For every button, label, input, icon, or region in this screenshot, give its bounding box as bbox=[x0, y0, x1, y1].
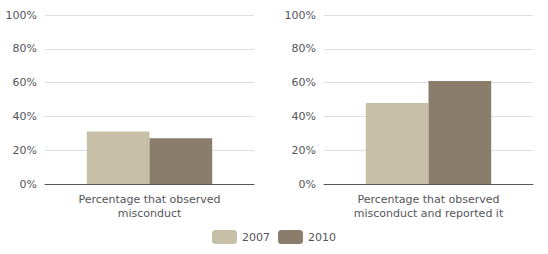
svg-text:0%: 0% bbox=[299, 178, 316, 191]
svg-text:Percentage that observed: Percentage that observed bbox=[78, 193, 220, 206]
svg-text:80%: 80% bbox=[13, 42, 37, 55]
svg-text:misconduct and reported it: misconduct and reported it bbox=[354, 207, 504, 220]
svg-text:20%: 20% bbox=[13, 144, 37, 157]
svg-text:misconduct: misconduct bbox=[118, 207, 182, 220]
svg-text:60%: 60% bbox=[292, 76, 316, 89]
svg-text:100%: 100% bbox=[285, 9, 316, 22]
svg-text:Percentage that observed: Percentage that observed bbox=[357, 193, 499, 206]
svg-text:60%: 60% bbox=[13, 76, 37, 89]
svg-text:2007: 2007 bbox=[242, 231, 270, 244]
svg-text:0%: 0% bbox=[20, 178, 37, 191]
svg-text:40%: 40% bbox=[13, 110, 37, 123]
svg-text:20%: 20% bbox=[292, 144, 316, 157]
svg-text:100%: 100% bbox=[6, 9, 37, 22]
svg-text:80%: 80% bbox=[292, 42, 316, 55]
svg-text:40%: 40% bbox=[292, 110, 316, 123]
svg-text:2010: 2010 bbox=[308, 231, 336, 244]
